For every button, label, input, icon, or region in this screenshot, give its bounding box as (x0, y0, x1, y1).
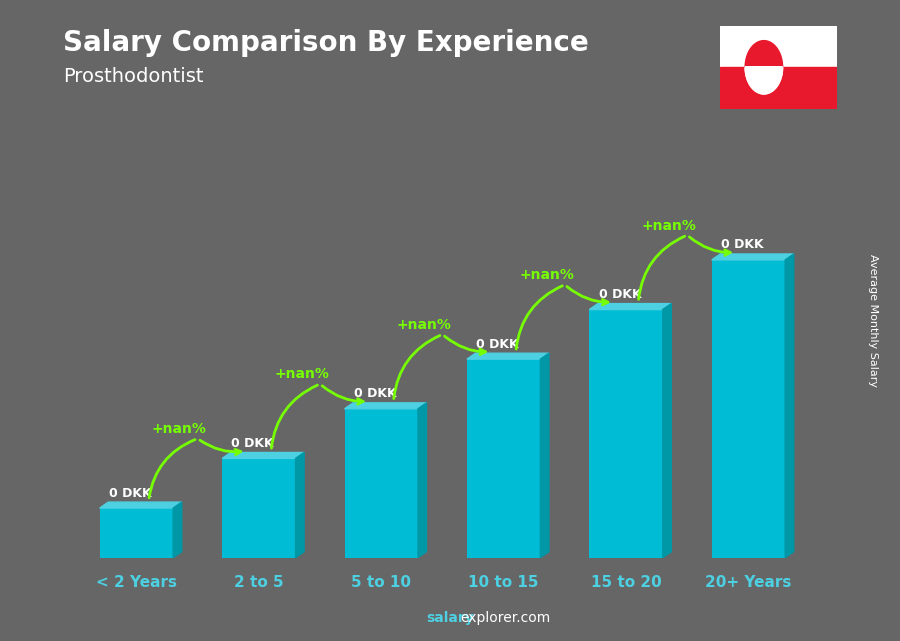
Polygon shape (100, 502, 182, 508)
Text: explorer.com: explorer.com (461, 611, 551, 625)
Text: 0 DKK: 0 DKK (598, 288, 641, 301)
Text: +nan%: +nan% (274, 367, 329, 381)
Polygon shape (745, 67, 783, 94)
Polygon shape (222, 453, 304, 458)
Polygon shape (295, 453, 304, 558)
Polygon shape (745, 40, 783, 67)
Text: +nan%: +nan% (642, 219, 697, 233)
Bar (222, 458, 295, 558)
Bar (720, 26, 837, 67)
Text: 15 to 20: 15 to 20 (590, 575, 662, 590)
Polygon shape (712, 254, 794, 260)
Text: < 2 Years: < 2 Years (96, 575, 177, 590)
Polygon shape (540, 353, 549, 558)
Polygon shape (345, 403, 427, 409)
Polygon shape (785, 254, 794, 558)
Bar (100, 508, 173, 558)
Text: 0 DKK: 0 DKK (109, 487, 151, 499)
Polygon shape (467, 353, 549, 359)
Text: 0 DKK: 0 DKK (231, 437, 274, 450)
Polygon shape (662, 304, 671, 558)
Polygon shape (590, 304, 671, 310)
Text: 5 to 10: 5 to 10 (351, 575, 411, 590)
Text: 10 to 15: 10 to 15 (468, 575, 539, 590)
Bar (467, 359, 540, 558)
Polygon shape (173, 502, 182, 558)
Text: +nan%: +nan% (397, 318, 452, 332)
Text: 0 DKK: 0 DKK (721, 238, 763, 251)
Text: Prosthodontist: Prosthodontist (63, 67, 203, 87)
Bar (345, 409, 418, 558)
Text: +nan%: +nan% (152, 422, 207, 436)
Text: 0 DKK: 0 DKK (476, 338, 518, 351)
Circle shape (745, 40, 783, 94)
Text: 2 to 5: 2 to 5 (234, 575, 284, 590)
Text: 20+ Years: 20+ Years (706, 575, 792, 590)
Text: 0 DKK: 0 DKK (354, 387, 396, 401)
Bar (712, 260, 785, 558)
Text: salary: salary (426, 611, 474, 625)
Text: Salary Comparison By Experience: Salary Comparison By Experience (63, 29, 589, 57)
Polygon shape (418, 403, 427, 558)
Text: Average Monthly Salary: Average Monthly Salary (868, 254, 878, 387)
Text: +nan%: +nan% (519, 268, 574, 282)
Bar (590, 310, 662, 558)
Bar (720, 67, 837, 109)
